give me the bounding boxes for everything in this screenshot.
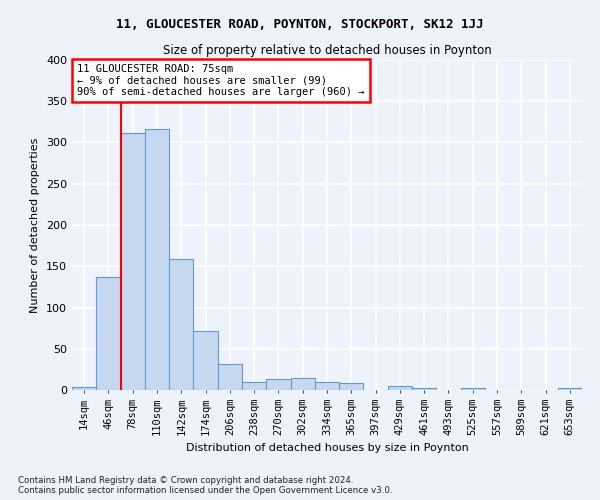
Bar [558, 388, 582, 390]
X-axis label: Distribution of detached houses by size in Poynton: Distribution of detached houses by size … [185, 444, 469, 454]
Bar [96, 277, 121, 390]
Bar [242, 382, 266, 390]
Bar [121, 132, 145, 390]
Bar [412, 388, 436, 390]
Bar [72, 386, 96, 390]
Text: 11 GLOUCESTER ROAD: 75sqm
← 9% of detached houses are smaller (99)
90% of semi-d: 11 GLOUCESTER ROAD: 75sqm ← 9% of detach… [77, 64, 364, 97]
Bar [169, 259, 193, 390]
Text: 11, GLOUCESTER ROAD, POYNTON, STOCKPORT, SK12 1JJ: 11, GLOUCESTER ROAD, POYNTON, STOCKPORT,… [116, 18, 484, 30]
Bar [266, 380, 290, 390]
Bar [315, 382, 339, 390]
Bar [461, 388, 485, 390]
Y-axis label: Number of detached properties: Number of detached properties [31, 138, 40, 312]
Bar [145, 130, 169, 390]
Bar [193, 330, 218, 390]
Bar [290, 378, 315, 390]
Title: Size of property relative to detached houses in Poynton: Size of property relative to detached ho… [163, 44, 491, 58]
Bar [388, 386, 412, 390]
Bar [339, 384, 364, 390]
Bar [218, 364, 242, 390]
Text: Contains HM Land Registry data © Crown copyright and database right 2024.
Contai: Contains HM Land Registry data © Crown c… [18, 476, 392, 495]
